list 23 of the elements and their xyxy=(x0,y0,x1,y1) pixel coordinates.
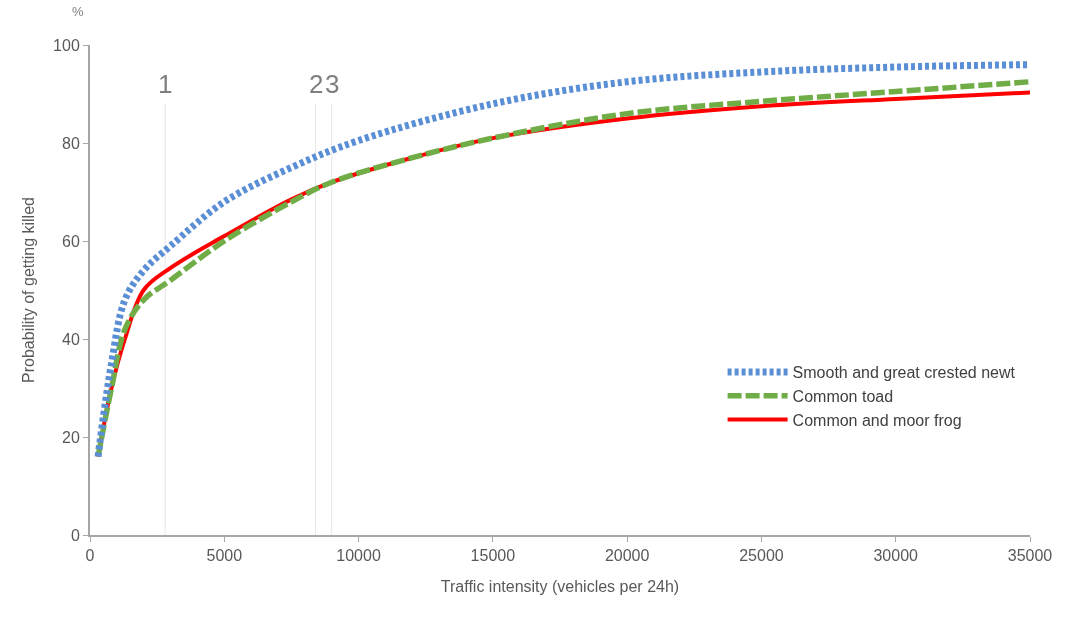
y-tick-label: 100 xyxy=(53,36,80,54)
x-tick-label: 25000 xyxy=(739,547,784,565)
x-tick-label: 5000 xyxy=(206,547,243,565)
legend-label: Common toad xyxy=(792,387,894,405)
legend-label: Smooth and great crested newt xyxy=(792,364,1016,382)
y-tick-label: 0 xyxy=(70,526,80,544)
y-tick-label: 80 xyxy=(62,134,80,152)
x-axis-title: Traffic intensity (vehicles per 24h) xyxy=(440,578,680,596)
x-tick-label: 30000 xyxy=(873,547,919,565)
y-tick-label: 60 xyxy=(62,232,80,250)
text: % xyxy=(72,4,84,19)
annotation: 1 xyxy=(158,69,173,99)
x-tick-label: 10000 xyxy=(336,547,381,565)
annotation: 2 xyxy=(309,69,324,99)
x-tick-label: 35000 xyxy=(1007,547,1053,565)
x-tick-label: 15000 xyxy=(470,547,516,565)
x-tick-label: 0 xyxy=(85,547,95,565)
y-tick-label: 40 xyxy=(62,330,80,348)
x-tick-label: 20000 xyxy=(604,547,650,565)
annotation: 3 xyxy=(325,69,340,99)
legend-label: Common and moor frog xyxy=(792,411,962,429)
y-axis-title: Probability of getting killed xyxy=(20,197,38,383)
y-tick-label: 20 xyxy=(62,428,80,446)
